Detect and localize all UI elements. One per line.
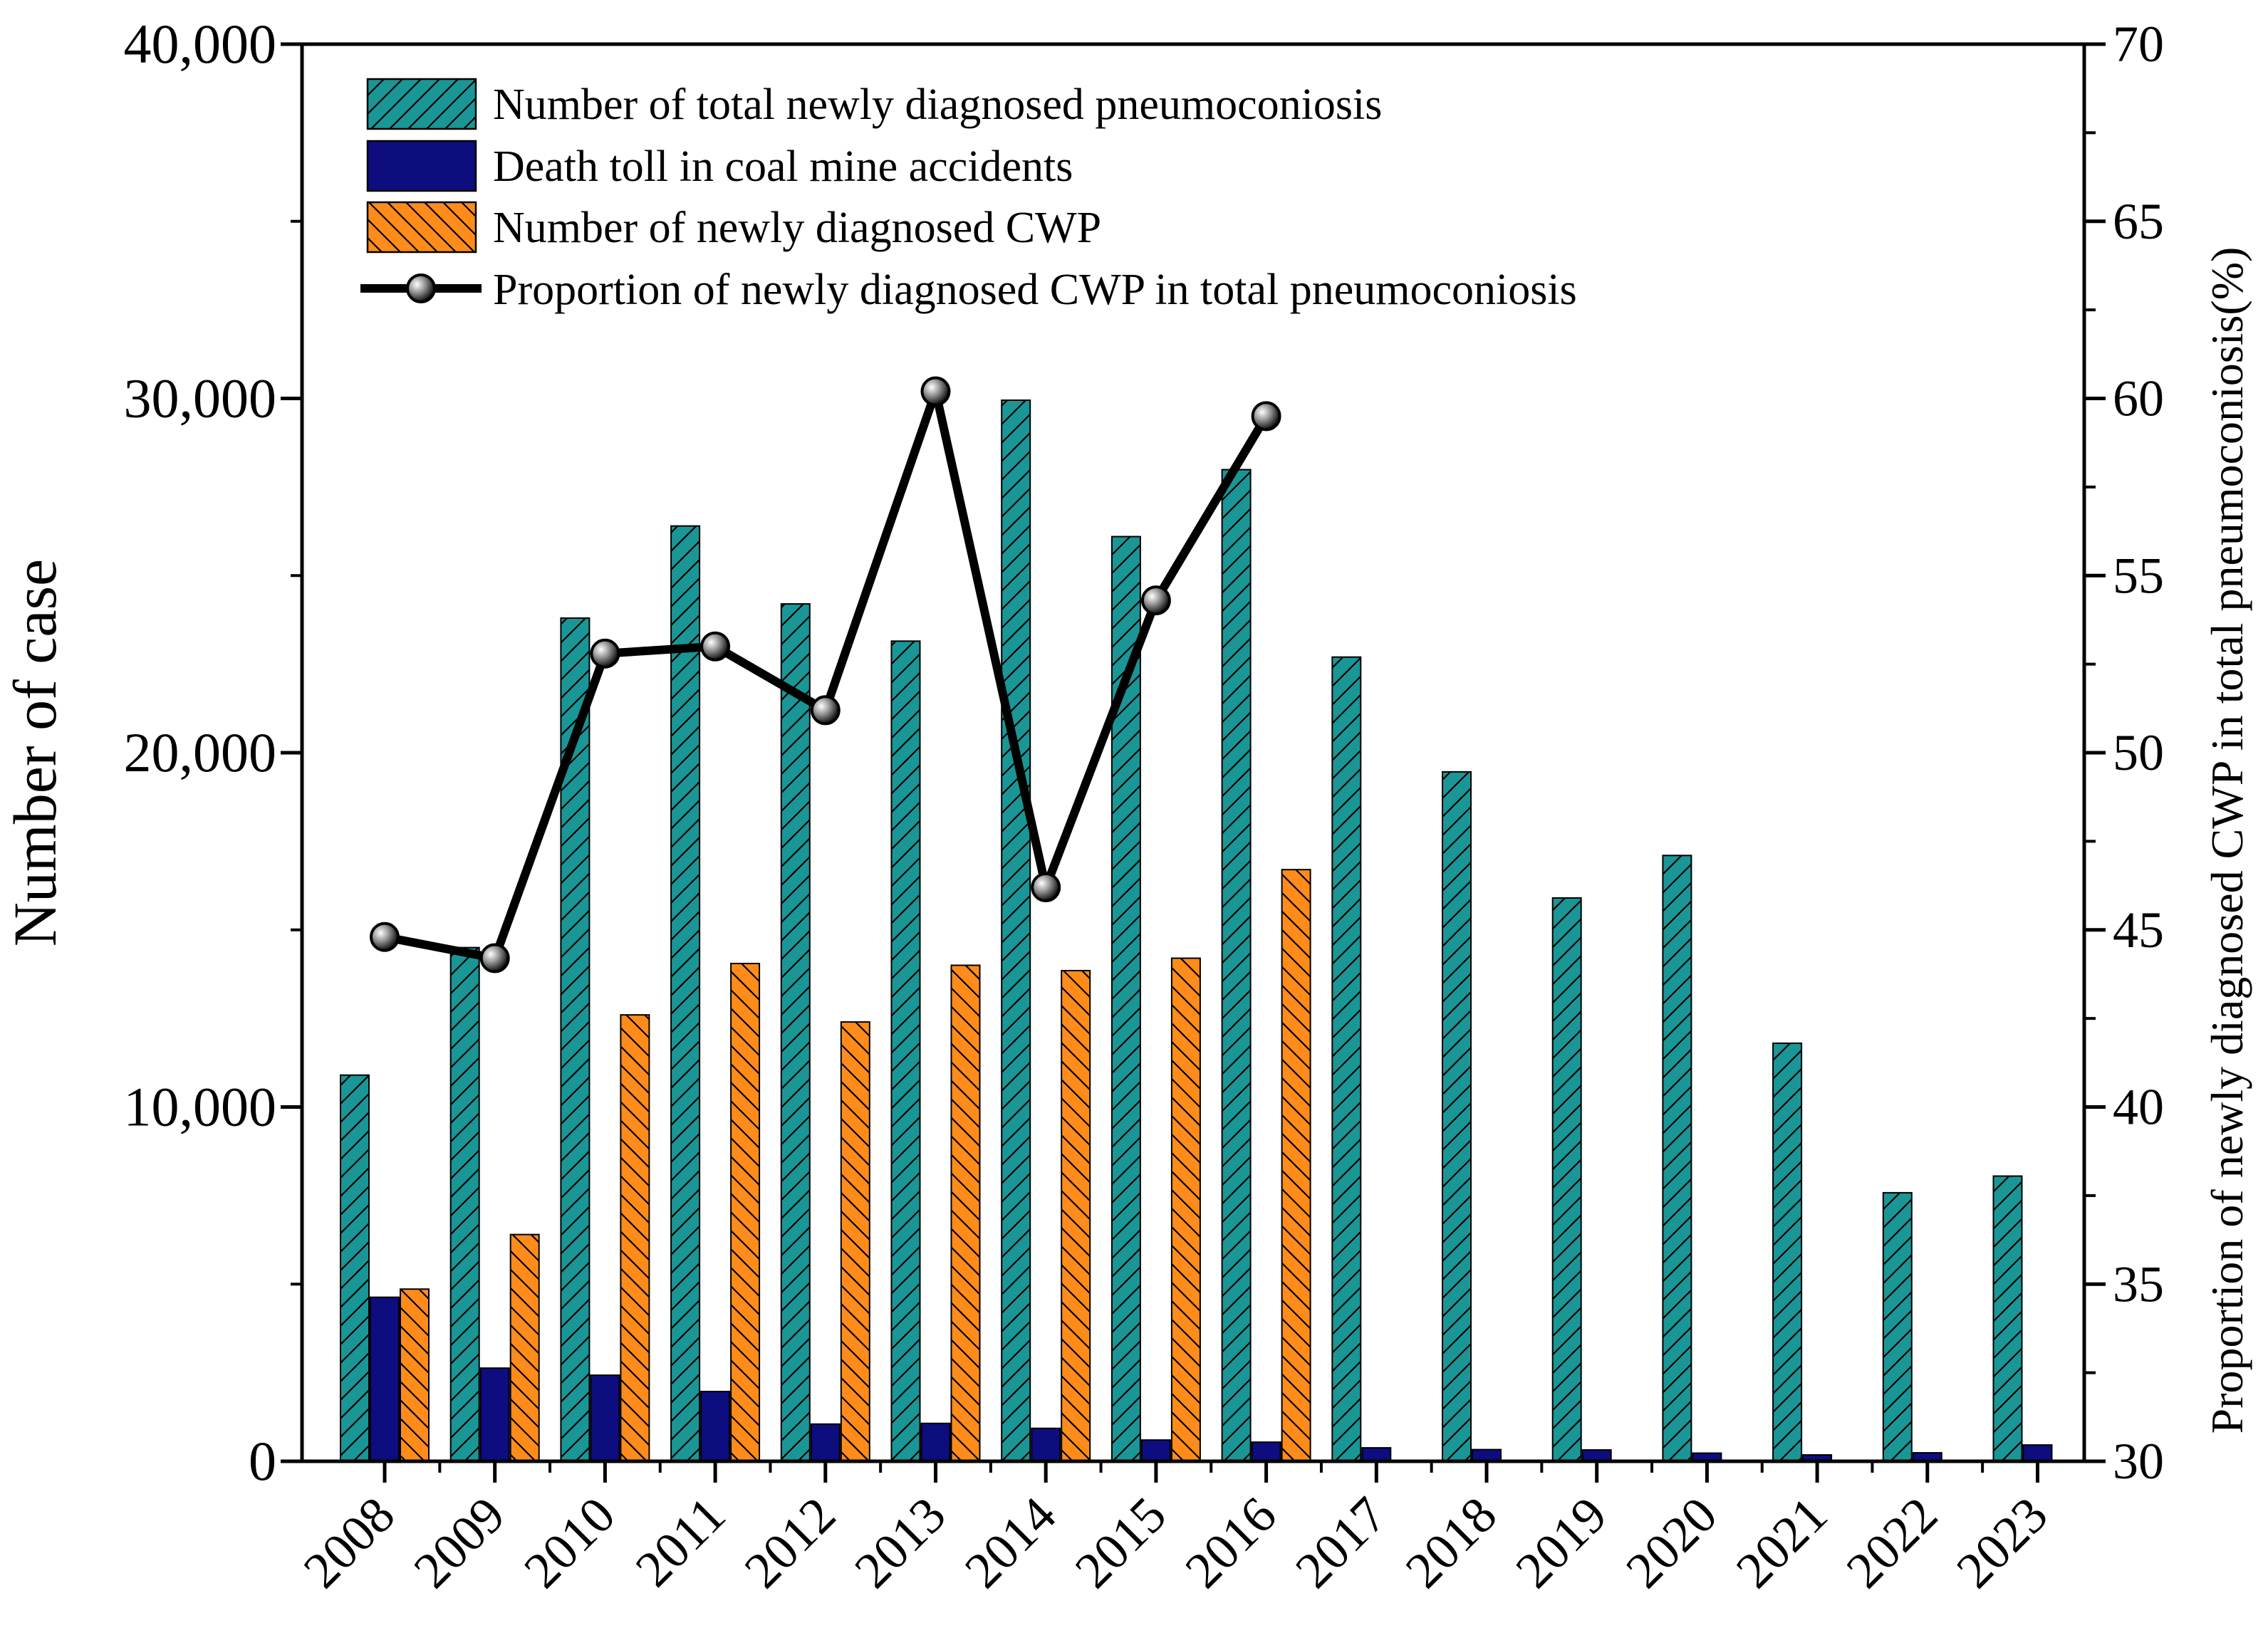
bar-total-pneumoconiosis xyxy=(1772,1042,1803,1462)
bar-coal-mine-deaths xyxy=(1251,1441,1281,1463)
bar-total-pneumoconiosis xyxy=(1662,855,1692,1462)
bar-total-pneumoconiosis xyxy=(1001,399,1031,1462)
bar-newly-diagnosed-cwp xyxy=(1281,869,1311,1463)
legend-item-total: Number of total newly diagnosed pneumoco… xyxy=(366,78,1382,130)
legend-item-cwp: Number of newly diagnosed CWP xyxy=(366,201,1101,254)
legend-item-proportion: Proportion of newly diagnosed CWP in tot… xyxy=(360,266,1577,314)
y2-tick-label: 70 xyxy=(2113,16,2164,73)
bar-coal-mine-deaths xyxy=(1361,1447,1392,1462)
line-layer xyxy=(370,376,1281,973)
legend-label: Proportion of newly diagnosed CWP in tot… xyxy=(493,266,1577,314)
y2-tick-label: 40 xyxy=(2113,1079,2164,1136)
legend-swatch xyxy=(366,140,477,192)
bar-newly-diagnosed-cwp xyxy=(509,1233,540,1462)
legend-swatch xyxy=(366,78,477,130)
proportion-point xyxy=(920,376,951,407)
y2-axis-title: Proportion of newly diagnosed CWP in tot… xyxy=(2202,247,2252,1434)
bar-coal-mine-deaths xyxy=(1031,1427,1061,1463)
bar-coal-mine-deaths xyxy=(1140,1439,1171,1463)
x-tick-label: 2008 xyxy=(293,1486,405,1599)
x-tick-label: 2010 xyxy=(513,1486,625,1599)
x-tick-label: 2015 xyxy=(1064,1486,1177,1599)
y2-tick-label: 35 xyxy=(2113,1255,2164,1312)
bar-newly-diagnosed-cwp xyxy=(400,1288,430,1462)
bar-total-pneumoconiosis xyxy=(340,1074,370,1462)
x-tick-label: 2012 xyxy=(734,1486,846,1599)
bar-total-pneumoconiosis xyxy=(780,603,811,1462)
bar-total-pneumoconiosis xyxy=(1551,897,1582,1462)
x-tick-label: 2009 xyxy=(403,1486,516,1599)
legend-label: Number of newly diagnosed CWP xyxy=(493,204,1101,252)
x-tick-label: 2020 xyxy=(1615,1486,1727,1599)
x-tick-label: 2019 xyxy=(1505,1486,1618,1599)
x-tick-label: 2014 xyxy=(954,1486,1066,1599)
x-tick-label: 2017 xyxy=(1284,1486,1397,1599)
proportion-point xyxy=(700,631,731,662)
x-tick-label: 2011 xyxy=(625,1486,737,1598)
y-tick-label: 10,000 xyxy=(124,1076,277,1138)
legend-label: Death toll in coal mine accidents xyxy=(493,142,1073,191)
bar-total-pneumoconiosis xyxy=(670,525,701,1462)
y2-tick-label: 45 xyxy=(2113,902,2164,959)
x-tick-label: 2021 xyxy=(1725,1486,1838,1599)
proportion-point xyxy=(370,921,400,952)
bar-total-pneumoconiosis xyxy=(1331,656,1362,1462)
bar-coal-mine-deaths xyxy=(700,1390,731,1463)
proportion-point xyxy=(1140,585,1171,616)
bar-total-pneumoconiosis xyxy=(890,640,921,1462)
y2-tick-label: 50 xyxy=(2113,724,2164,781)
bar-coal-mine-deaths xyxy=(479,1367,510,1462)
bar-newly-diagnosed-cwp xyxy=(950,964,981,1462)
bar-coal-mine-deaths xyxy=(920,1422,951,1462)
y-tick-label: 30,000 xyxy=(124,367,277,429)
bars-layer xyxy=(340,399,2053,1463)
proportion-point xyxy=(810,695,841,726)
legend-swatch xyxy=(366,201,477,254)
y-tick-label: 0 xyxy=(249,1430,276,1492)
bar-total-pneumoconiosis xyxy=(1992,1175,2023,1462)
bar-newly-diagnosed-cwp xyxy=(1170,957,1201,1463)
y2-tick-label: 60 xyxy=(2113,370,2164,427)
bar-total-pneumoconiosis xyxy=(1882,1191,1913,1463)
bar-total-pneumoconiosis xyxy=(449,946,480,1462)
y2-tick-label: 55 xyxy=(2113,547,2164,604)
bar-coal-mine-deaths xyxy=(370,1296,400,1462)
y2-tick-label: 30 xyxy=(2113,1433,2164,1490)
legend-swatch-marker xyxy=(406,273,436,303)
bar-newly-diagnosed-cwp xyxy=(620,1014,650,1462)
x-tick-label: 2013 xyxy=(843,1486,956,1599)
x-tick-label: 2022 xyxy=(1836,1486,1948,1599)
bar-total-pneumoconiosis xyxy=(1442,771,1472,1462)
bar-newly-diagnosed-cwp xyxy=(1061,969,1091,1462)
bar-total-pneumoconiosis xyxy=(1110,536,1141,1462)
x-tick-label: 2023 xyxy=(1945,1486,2058,1599)
y2-tick-label: 65 xyxy=(2113,193,2164,250)
y-tick-label: 20,000 xyxy=(124,721,277,783)
legend-label: Number of total newly diagnosed pneumoco… xyxy=(493,80,1382,129)
bar-coal-mine-deaths xyxy=(2022,1444,2053,1462)
legend: Number of total newly diagnosed pneumoco… xyxy=(360,78,1577,314)
x-tick-label: 2018 xyxy=(1395,1486,1507,1599)
y-tick-label: 40,000 xyxy=(124,13,277,75)
bar-newly-diagnosed-cwp xyxy=(730,963,761,1462)
proportion-point xyxy=(1251,401,1281,432)
bar-total-pneumoconiosis xyxy=(1221,469,1252,1462)
bar-coal-mine-deaths xyxy=(590,1374,620,1463)
legend-item-deaths: Death toll in coal mine accidents xyxy=(366,140,1073,192)
proportion-point xyxy=(590,638,620,669)
proportion-point xyxy=(479,943,510,973)
proportion-point xyxy=(1031,872,1061,903)
x-tick-label: 2016 xyxy=(1175,1486,1287,1599)
bar-coal-mine-deaths xyxy=(810,1423,841,1462)
y-axis-title: Number of case xyxy=(1,559,69,946)
bar-newly-diagnosed-cwp xyxy=(840,1021,870,1462)
